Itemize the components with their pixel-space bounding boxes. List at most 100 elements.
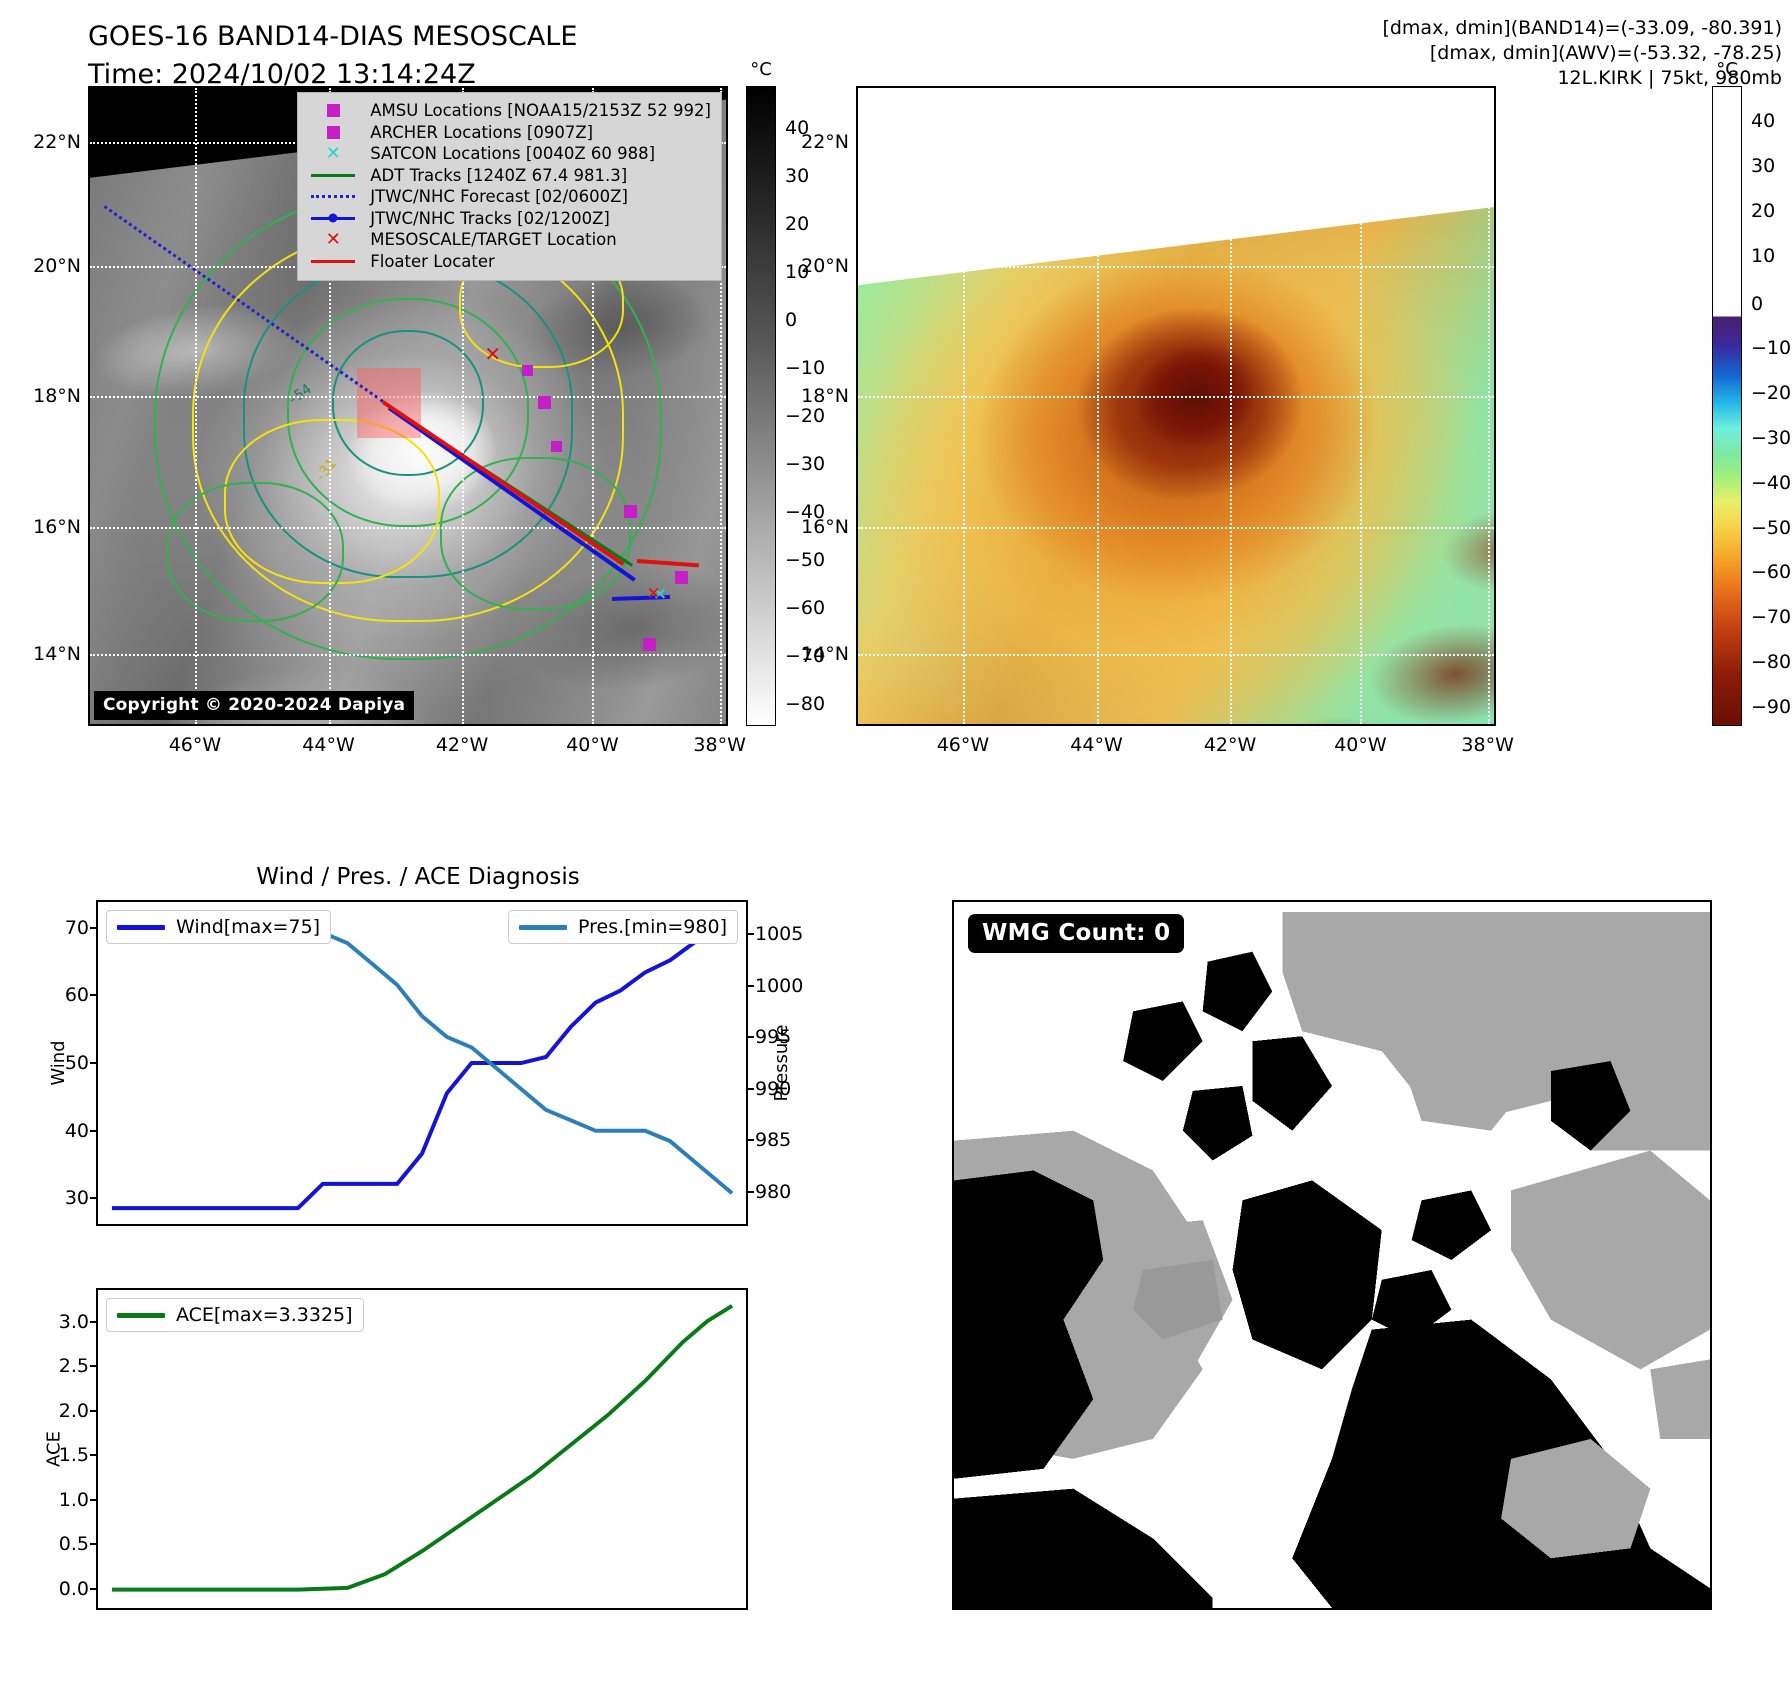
- wind-tick: 60: [64, 984, 89, 1007]
- lon-tick: 38°W: [1461, 734, 1514, 756]
- legend-label: Floater Locater: [370, 251, 495, 271]
- colorbar-tick: 20: [1751, 199, 1776, 222]
- pressure-tick: 1005: [755, 923, 804, 946]
- legend-row: AMSU Locations [NOAA15/2153Z 52 992]: [306, 100, 711, 122]
- colorbar-tick: −80: [785, 692, 826, 715]
- lat-tick: 14°N: [33, 643, 81, 666]
- ir-enhanced-map-panel[interactable]: 22°N 20°N 18°N 16°N 14°N 46°W 44°W 42°W …: [801, 86, 1514, 756]
- wind-tick: 70: [64, 916, 89, 939]
- ir-map-legend[interactable]: AMSU Locations [NOAA15/2153Z 52 992] ARC…: [297, 92, 722, 281]
- amsu-location-marker: [538, 396, 552, 410]
- ace-tick: 0.5: [58, 1533, 89, 1556]
- wind-tick: 50: [64, 1052, 89, 1074]
- colorbar-tick: −20: [1751, 382, 1792, 405]
- colorbar-tick: −30: [785, 452, 826, 475]
- graticule-lon-42: [462, 88, 465, 724]
- ace-tick: 1.0: [58, 1488, 89, 1511]
- legend-label: ARCHER Locations [0907Z]: [370, 122, 594, 142]
- ace-tick: 2.5: [58, 1355, 89, 1378]
- colorbar-tick: 0: [785, 308, 798, 331]
- graticule-lon-40: [592, 88, 595, 724]
- legend-label: ADT Tracks [1240Z 67.4 981.3]: [370, 165, 628, 185]
- lon-tick: 42°W: [1203, 734, 1257, 756]
- colorbar-tick: −30: [1751, 427, 1792, 449]
- amsu-location-marker: [522, 364, 534, 376]
- wind-pressure-plot: [98, 902, 746, 1224]
- lat-tick: 16°N: [801, 515, 849, 538]
- lat-tick: 22°N: [801, 131, 849, 154]
- graticule-lon-44: [328, 88, 331, 724]
- lat-tick: 20°N: [33, 255, 81, 278]
- colorbar-unit-label: °C: [750, 59, 772, 80]
- colorbar-tick: −10: [785, 356, 826, 379]
- ace-tick: 3.0: [58, 1310, 89, 1333]
- cyan-x-icon: ✕: [325, 142, 341, 164]
- ir-map-colorbar[interactable]: °C 40 30 20 10 0 −10 −20 −30 −40 −50 −60…: [746, 59, 825, 726]
- wind-series-line: [111, 922, 733, 1211]
- red-line-icon: [306, 252, 360, 270]
- wmg-map-panel[interactable]: WMG Count: 0: [952, 900, 1712, 1610]
- archer-location-marker: [643, 638, 657, 652]
- lat-tick: 22°N: [33, 131, 81, 154]
- lon-tick: 38°W: [693, 734, 746, 756]
- wind-tick: 30: [64, 1187, 89, 1210]
- pressure-tick: 980: [755, 1180, 792, 1203]
- lat-tick: 18°N: [801, 385, 849, 408]
- colorbar-tick: 10: [785, 260, 810, 283]
- graticule-lat-20: [858, 266, 1494, 269]
- archer-location-marker: [675, 571, 689, 585]
- ace-legend-swatch: [117, 1312, 165, 1318]
- wind-legend-label: Wind[max=75]: [176, 916, 321, 938]
- colorbar-tick: −70: [785, 644, 826, 667]
- lon-tick: 44°W: [302, 734, 355, 756]
- colorbar-tick: 30: [1751, 155, 1776, 177]
- dmax-band14-text: [dmax, dmin](BAND14)=(-33.09, -80.391): [1382, 17, 1782, 39]
- colorbar-tick: 40: [1751, 110, 1776, 133]
- dmax-awv-text: [dmax, dmin](AWV)=(-53.32, -78.25): [1429, 42, 1782, 64]
- wind-pressure-chart-panel[interactable]: Wind Pressure 70 60 50 40 30 1005 1000 9…: [48, 900, 803, 1226]
- ace-series-line: [111, 1304, 734, 1592]
- ir-enhanced-colorbar[interactable]: °C 40 30 20 10 0 −10 −20 −30 −40 −50 −60…: [1712, 59, 1791, 726]
- colorbar-tick: 30: [785, 164, 810, 187]
- pressure-tick: 995: [755, 1026, 792, 1049]
- legend-label: JTWC/NHC Forecast [02/0600Z]: [370, 187, 628, 206]
- page-title: GOES-16 BAND14-DIAS MESOSCALE Time: 2024…: [88, 18, 577, 94]
- lon-tick: 40°W: [566, 734, 619, 756]
- red-x-icon: ✕: [325, 228, 341, 250]
- colorbar-tick: −80: [1751, 651, 1792, 673]
- lat-tick: 18°N: [33, 385, 81, 408]
- satcon-location-marker: ×: [652, 584, 668, 605]
- wind-legend[interactable]: Wind[max=75]: [106, 910, 332, 944]
- ir-band14-map-panel[interactable]: -54 -31 × ✕ ✕: [33, 86, 746, 756]
- legend-label: JTWC/NHC Tracks [02/1200Z]: [370, 208, 610, 228]
- legend-label: AMSU Locations [NOAA15/2153Z 52 992]: [370, 101, 711, 120]
- legend-row: ARCHER Locations [0907Z]: [306, 122, 711, 144]
- legend-row: JTWC/NHC Forecast [02/0600Z]: [306, 186, 711, 208]
- graticule-lon-38: [719, 88, 722, 724]
- mesoscale-target-marker: ✕: [646, 584, 661, 605]
- ace-legend[interactable]: ACE[max=3.3325]: [106, 1298, 364, 1332]
- legend-row: ✕ MESOSCALE/TARGET Location: [306, 229, 711, 251]
- graticule-lon-42: [1230, 88, 1233, 724]
- colorbar-tick: −60: [785, 596, 826, 619]
- colorbar-unit-label: °C: [1716, 59, 1738, 80]
- graticule-lon-38: [1487, 88, 1490, 724]
- graticule-lat-14: [90, 654, 726, 657]
- green-line-icon: [306, 166, 360, 184]
- ace-chart-panel[interactable]: ACE 3.0 2.5 2.0 1.5 1.0 0.5 0.0 ACE[max=…: [43, 1288, 748, 1610]
- wmg-mask-svg: [954, 902, 1710, 1608]
- colorbar-tick: −50: [1751, 516, 1792, 539]
- ace-tick: 0.0: [58, 1577, 89, 1600]
- ace-plot: [98, 1290, 746, 1608]
- lat-tick: 16°N: [33, 515, 81, 538]
- ace-svg: [111, 1304, 734, 1592]
- colorbar-gradient: [1712, 86, 1742, 726]
- graticule-lon-44: [1096, 88, 1099, 724]
- time-line: Time: 2024/10/02 13:14:24Z: [88, 59, 476, 90]
- colorbar-tick: 0: [1751, 292, 1764, 315]
- mesoscale-target-marker: ✕: [484, 342, 502, 367]
- pressure-legend[interactable]: Pres.[min=980]: [508, 910, 738, 944]
- graticule-lat-14: [858, 654, 1494, 657]
- pressure-legend-label: Pres.[min=980]: [578, 916, 727, 938]
- blue-dotted-line-icon: [306, 188, 360, 206]
